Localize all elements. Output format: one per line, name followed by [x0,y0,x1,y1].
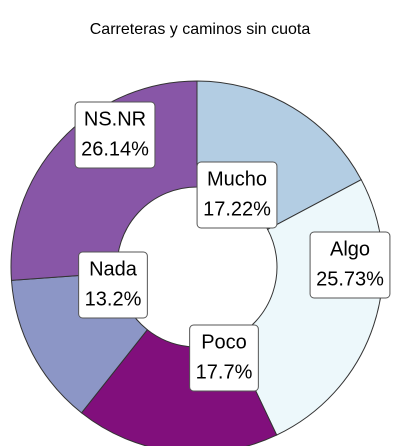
label-name: Nada [89,258,138,280]
label-value: 13.2% [85,288,142,310]
label-value: 17.7% [196,361,253,383]
label-box [189,324,259,392]
label-box [196,161,278,229]
chart-title: Carreteras y caminos sin cuota [90,21,311,38]
label-name: Algo [330,238,370,260]
label-box [309,231,391,299]
label-box [78,251,148,319]
label-name: NS.NR [84,108,146,130]
label-value: 17.22% [203,198,271,220]
label-value: 25.73% [316,268,384,290]
label-name: Poco [201,331,247,353]
data-label: Nada 13.2% [78,251,148,319]
data-label: Poco 17.7% [189,324,259,392]
data-label: Algo 25.73% [309,231,391,299]
label-value: 26.14% [81,138,149,160]
label-name: Mucho [207,168,267,190]
data-label: Mucho 17.22% [196,161,278,229]
data-label: NS.NR 26.14% [74,101,156,169]
label-box [74,101,156,169]
